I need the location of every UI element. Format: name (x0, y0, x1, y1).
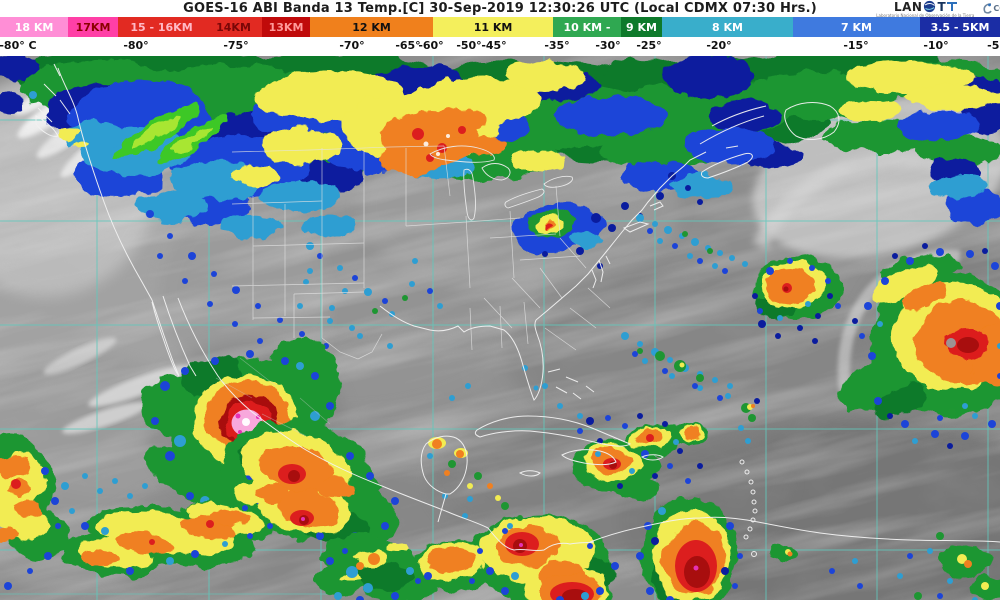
texas-specks (303, 242, 443, 331)
altitude-color-scale: 18 KM 17KM 15 - 16KM 14KM 13KM 12 KM 11 KM 10 K… (0, 17, 1000, 37)
great-lakes (429, 145, 573, 221)
temperature-label: -50° (456, 39, 482, 52)
temperature-label: -25° (636, 39, 662, 52)
partner-logo-text: CO (993, 3, 1000, 13)
scale-segment: 9 KM (621, 17, 662, 37)
south-mexico-convection (221, 420, 399, 547)
scale-segment: 7 KM (793, 17, 920, 37)
temperature-scale: -80° C -80° -75° -70° -65° -60° -50° -45° -35° -3… (0, 37, 1000, 56)
central-america-clusters (315, 496, 743, 600)
west-edge-cluster (0, 433, 148, 590)
temperature-label: -45° (481, 39, 507, 52)
hurricane-lorenzo (839, 243, 1000, 449)
scale-segment: 18 KM (0, 17, 68, 37)
temperature-label: -65° (395, 39, 421, 52)
state-borders (215, 145, 611, 437)
title-bar: GOES-16 ABI Banda 13 Temp.[C] 30-Sep-201… (0, 0, 1000, 18)
scale-segment: 3.5 - 5KM (920, 17, 1000, 37)
logo-area: LAN T Laboratorio Nacional de Observació… (876, 0, 1000, 18)
itcz-west-band (56, 501, 275, 577)
scale-segment: 14KM (205, 17, 262, 37)
swoosh-icon (983, 3, 993, 14)
atlantic-cloud-streets (449, 214, 748, 419)
temperature-label: -60° (418, 39, 444, 52)
temperature-label: -75° (223, 39, 249, 52)
lanot-logo-t: T (937, 0, 946, 14)
scale-segment: 12 KM (310, 17, 433, 37)
coastlines (35, 63, 1000, 557)
scale-segment: 13KM (262, 17, 310, 37)
lanot-subtext: Laboratorio Nacional de Observación de l… (876, 13, 975, 18)
temperature-label: -80° C (0, 39, 37, 52)
lanot-logo-text: LAN (893, 0, 923, 14)
scale-segment: 11 KM (433, 17, 553, 37)
temperature-label: -80° (123, 39, 149, 52)
temperature-label: -70° (339, 39, 365, 52)
midatlantic-ocean-cluster (752, 256, 841, 344)
satellite-imagery (0, 56, 1000, 600)
lanot-mark-icon (946, 2, 957, 11)
southeast-atlantic-specks (738, 398, 1000, 600)
page-title: GOES-16 ABI Banda 13 Temp.[C] 30-Sep-201… (183, 1, 817, 16)
northeast-specks (542, 172, 703, 269)
midatlantic-inland-cluster (513, 203, 603, 253)
lanot-logo: LAN T Laboratorio Nacional de Observació… (876, 0, 974, 18)
scale-segment: 8 KM (662, 17, 793, 37)
scale-segment: 17KM (68, 17, 118, 37)
temperature-label: -10° (923, 39, 949, 52)
temperature-label: -35° (544, 39, 570, 52)
temperature-label: -15° (843, 39, 869, 52)
temperature-label: -30° (595, 39, 621, 52)
partner-logo: CO (982, 2, 1000, 14)
satellite-map (0, 56, 1000, 600)
temperature-label: -5° (987, 39, 1000, 52)
scale-segment: 15 - 16KM (118, 17, 205, 37)
globe-icon (924, 0, 936, 13)
temperature-label: -20° (706, 39, 732, 52)
north-cloud-band (0, 56, 1000, 349)
scale-segment: 10 KM - (553, 17, 621, 37)
